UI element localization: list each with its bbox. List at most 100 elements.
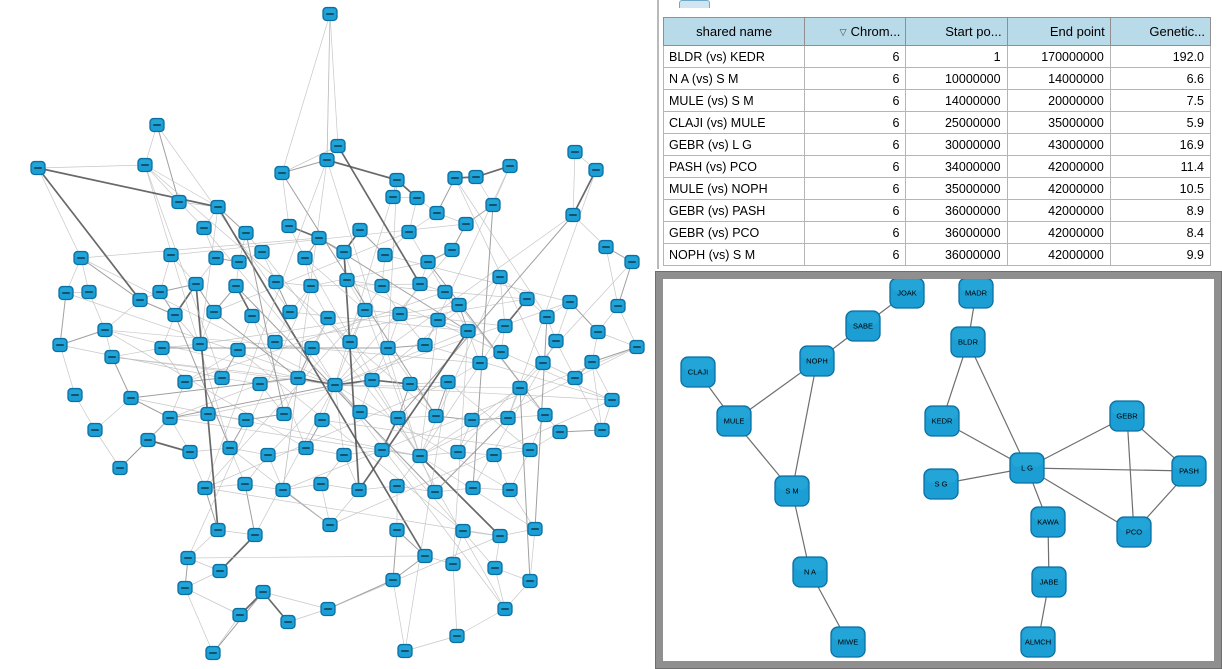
hairball-node-97[interactable] [327, 377, 343, 393]
hairball-node-124[interactable] [197, 480, 213, 496]
hairball-node-109[interactable] [390, 410, 406, 426]
table-row[interactable]: NOPH (vs) S M 6 36000000 42000000 9.9 [662, 243, 1212, 266]
subnetwork-node-mule[interactable]: MULE [716, 405, 752, 437]
hairball-node-59[interactable] [152, 284, 168, 300]
subnetwork-node-joak[interactable]: JOAK [889, 279, 925, 309]
hairball-node-145[interactable] [212, 563, 228, 579]
hairball-node-61[interactable] [228, 278, 244, 294]
hairball-node-23[interactable] [610, 298, 626, 314]
hairball-node-155[interactable] [449, 628, 465, 644]
hairball-node-65[interactable] [374, 278, 390, 294]
hairball-node-94[interactable] [214, 370, 230, 386]
hairball-node-130[interactable] [427, 484, 443, 500]
hairball-node-101[interactable] [472, 355, 488, 371]
hairball-node-69[interactable] [492, 269, 508, 285]
hairball-node-102[interactable] [512, 380, 528, 396]
hairball-node-121[interactable] [450, 444, 466, 460]
hairball-node-142[interactable] [445, 556, 461, 572]
hairball-node-54[interactable] [254, 244, 270, 260]
hairball-node-120[interactable] [412, 448, 428, 464]
hairball-node-33[interactable] [58, 285, 74, 301]
hairball-node-144[interactable] [522, 573, 538, 589]
subnetwork-node-pco[interactable]: PCO [1116, 516, 1152, 548]
table-row[interactable]: MULE (vs) S M 6 14000000 20000000 7.5 [662, 89, 1212, 112]
hairball-node-75[interactable] [320, 310, 336, 326]
hairball-node-137[interactable] [389, 522, 405, 538]
hairball-node-146[interactable] [177, 580, 193, 596]
hairball-node-72[interactable] [206, 304, 222, 320]
hairball-node-129[interactable] [389, 478, 405, 494]
table-row[interactable]: GEBR (vs) PCO 6 36000000 42000000 8.4 [662, 221, 1212, 244]
table-row[interactable]: N A (vs) S M 6 10000000 14000000 6.6 [662, 67, 1212, 90]
hairball-node-36[interactable] [52, 337, 68, 353]
hairball-node-0[interactable] [322, 6, 338, 22]
hairball-node-141[interactable] [417, 548, 433, 564]
hairball-node-27[interactable] [604, 392, 620, 408]
hairball-node-60[interactable] [188, 276, 204, 292]
table-row[interactable]: BLDR (vs) KEDR 6 1 170000000 192.0 [662, 45, 1212, 68]
hairball-node-9[interactable] [468, 169, 484, 185]
table-tab-fragment[interactable] [679, 0, 710, 8]
hairball-node-48[interactable] [352, 222, 368, 238]
hairball-node-100[interactable] [440, 374, 456, 390]
hairball-node-76[interactable] [357, 302, 373, 318]
subnetwork-node-pash[interactable]: PASH [1171, 455, 1207, 487]
hairball-node-136[interactable] [322, 517, 338, 533]
hairball-node-17[interactable] [485, 197, 501, 213]
subnetwork-node-almch[interactable]: ALMCH [1020, 626, 1056, 658]
hairball-node-26[interactable] [567, 370, 583, 386]
column-header-genetic---[interactable]: Genetic... [1109, 17, 1212, 46]
hairball-node-66[interactable] [412, 276, 428, 292]
hairball-node-53[interactable] [208, 250, 224, 266]
hairball-node-104[interactable] [200, 406, 216, 422]
hairball-node-24[interactable] [629, 339, 645, 355]
hairball-node-91[interactable] [535, 355, 551, 371]
hairball-node-8[interactable] [447, 170, 463, 186]
hairball-node-131[interactable] [465, 480, 481, 496]
hairball-node-5[interactable] [319, 152, 335, 168]
hairball-node-122[interactable] [486, 447, 502, 463]
hairball-node-49[interactable] [401, 224, 417, 240]
hairball-node-63[interactable] [303, 278, 319, 294]
hairball-node-153[interactable] [205, 645, 221, 661]
hairball-node-43[interactable] [97, 322, 113, 338]
hairball-node-47[interactable] [311, 230, 327, 246]
hairball-node-132[interactable] [502, 482, 518, 498]
hairball-node-134[interactable] [247, 527, 263, 543]
hairball-node-51[interactable] [231, 254, 247, 270]
hairball-node-57[interactable] [377, 247, 393, 263]
hairball-node-58[interactable] [420, 254, 436, 270]
hairball-node-19[interactable] [429, 205, 445, 221]
hairball-node-7[interactable] [389, 172, 405, 188]
hairball-node-67[interactable] [437, 284, 453, 300]
hairball-node-119[interactable] [374, 442, 390, 458]
hairball-node-16[interactable] [409, 190, 425, 206]
hairball-node-103[interactable] [162, 410, 178, 426]
hairball-node-50[interactable] [444, 242, 460, 258]
hairball-node-28[interactable] [562, 294, 578, 310]
subnetwork-node-kedr[interactable]: KEDR [924, 405, 960, 437]
hairball-node-96[interactable] [290, 370, 306, 386]
subnetwork-node-noph[interactable]: NOPH [799, 345, 835, 377]
hairball-node-73[interactable] [244, 308, 260, 324]
subnetwork-node-s-m[interactable]: S M [774, 475, 810, 507]
hairball-node-118[interactable] [336, 447, 352, 463]
hairball-node-140[interactable] [527, 521, 543, 537]
subnetwork-node-gebr[interactable]: GEBR [1109, 400, 1145, 432]
hairball-node-56[interactable] [336, 244, 352, 260]
hairball-node-55[interactable] [297, 250, 313, 266]
hairball-node-98[interactable] [364, 372, 380, 388]
hairball-node-34[interactable] [81, 284, 97, 300]
hairball-node-2[interactable] [137, 157, 153, 173]
hairball-node-38[interactable] [67, 387, 83, 403]
hairball-node-117[interactable] [298, 440, 314, 456]
subnetwork-node-bldr[interactable]: BLDR [950, 326, 986, 358]
hairball-node-71[interactable] [167, 307, 183, 323]
hairball-node-35[interactable] [132, 292, 148, 308]
hairball-node-106[interactable] [276, 406, 292, 422]
subnetwork-node-claji[interactable]: CLAJI [680, 356, 716, 388]
hairball-node-114[interactable] [182, 444, 198, 460]
hairball-node-64[interactable] [339, 272, 355, 288]
column-header-chrom---[interactable]: ▽ Chrom... [804, 17, 907, 46]
hairball-node-127[interactable] [313, 476, 329, 492]
